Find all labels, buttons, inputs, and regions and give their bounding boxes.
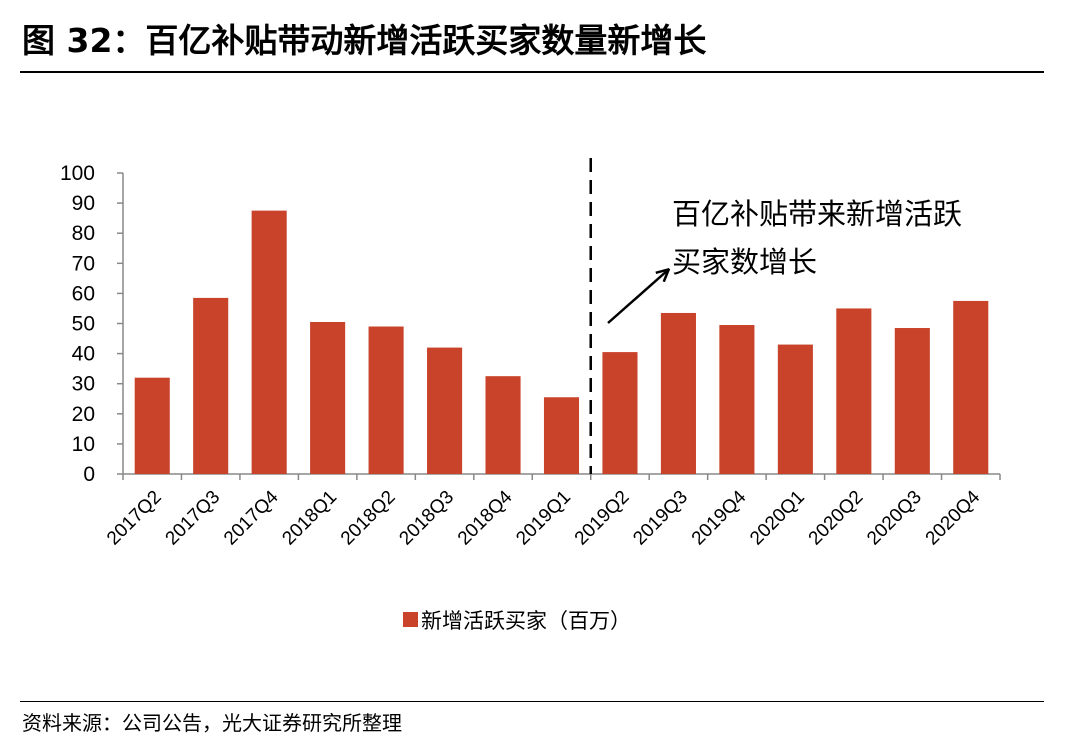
- y-tick-label: 10: [72, 433, 95, 456]
- x-tick-label: 2020Q2: [805, 487, 868, 550]
- annotation-arrow: [607, 270, 668, 324]
- x-tick-label: 2018Q2: [337, 487, 400, 550]
- source-note: 资料来源：公司公告，光大证券研究所整理: [22, 711, 402, 735]
- legend-swatch: [403, 612, 418, 627]
- y-tick-label: 30: [72, 373, 95, 396]
- bar: [777, 344, 813, 474]
- bar-chart: 0 10 20 30 40 50 60 70 80 90 100 2017Q22017Q32017Q…: [60, 158, 1001, 633]
- bar: [602, 352, 638, 474]
- x-tick-label: 2017Q3: [162, 487, 225, 550]
- bar: [894, 328, 930, 474]
- x-tick-label: 2018Q1: [279, 487, 342, 550]
- x-tick-label: 2017Q4: [220, 486, 283, 549]
- x-tick-label: 2020Q1: [746, 487, 809, 550]
- bar: [368, 326, 404, 474]
- annotation-line-1: 百亿补贴带来新增活跃: [672, 197, 962, 231]
- x-tick-label: 2019Q4: [688, 486, 751, 549]
- bar: [134, 377, 170, 474]
- x-axis: 2017Q22017Q32017Q42018Q12018Q22018Q32018…: [103, 473, 1001, 550]
- legend: 新增活跃买家（百万）: [403, 609, 631, 633]
- bar: [485, 376, 521, 474]
- y-tick-label: 60: [72, 282, 95, 305]
- bar: [193, 297, 229, 474]
- x-tick-label: 2019Q1: [512, 487, 575, 550]
- y-tick-label: 70: [72, 252, 95, 275]
- y-tick-label: 90: [72, 192, 95, 215]
- title-divider: [20, 71, 1044, 73]
- bar-series: [134, 210, 989, 474]
- x-tick-label: 2019Q3: [629, 487, 692, 550]
- y-tick-label: 40: [72, 343, 95, 366]
- y-axis: 0 10 20 30 40 50 60 70 80 90 100: [60, 162, 124, 486]
- figure-title: 图 32：百亿补贴带动新增活跃买家数量新增长: [22, 21, 707, 60]
- y-tick-label: 50: [72, 313, 95, 336]
- y-tick-label: 20: [72, 403, 95, 426]
- x-tick-label: 2020Q3: [863, 487, 926, 550]
- bar: [543, 397, 580, 474]
- y-tick-label: 80: [72, 222, 95, 245]
- source-divider: [20, 701, 1044, 702]
- x-tick-label: 2018Q4: [454, 486, 517, 549]
- bar: [719, 325, 755, 474]
- bar: [660, 312, 696, 474]
- y-tick-label: 0: [83, 463, 95, 486]
- y-tick-label: 100: [60, 162, 95, 185]
- bar: [427, 347, 463, 474]
- x-tick-label: 2018Q3: [395, 487, 458, 550]
- bar: [953, 300, 989, 474]
- legend-label: 新增活跃买家（百万）: [421, 609, 631, 633]
- bar: [310, 321, 346, 474]
- annotation: 百亿补贴带来新增活跃 买家数增长: [589, 158, 962, 474]
- x-tick-label: 2019Q2: [571, 487, 634, 550]
- x-tick-label: 2020Q4: [922, 486, 985, 549]
- x-tick-label: 2017Q2: [103, 487, 166, 550]
- bar: [836, 308, 872, 474]
- annotation-line-2: 买家数增长: [672, 245, 817, 279]
- bar: [251, 210, 287, 474]
